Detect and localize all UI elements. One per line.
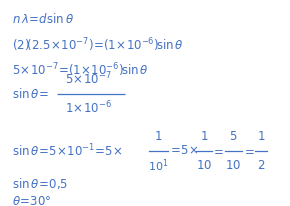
- Text: $1$: $1$: [200, 130, 208, 144]
- Text: $1$: $1$: [154, 130, 163, 144]
- Text: $10$: $10$: [225, 159, 242, 172]
- Text: $2$: $2$: [257, 159, 265, 172]
- Text: $\sin\theta\!=\!0{,}5$: $\sin\theta\!=\!0{,}5$: [12, 176, 68, 191]
- Text: $10^{1}$: $10^{1}$: [148, 157, 169, 173]
- Text: $\!=\!$: $\!=\!$: [213, 144, 224, 157]
- Text: $\sin\theta\!=\!$: $\sin\theta\!=\!$: [12, 87, 48, 101]
- Text: $10$: $10$: [196, 159, 212, 172]
- Text: $\!=\!$: $\!=\!$: [244, 144, 255, 157]
- Text: $1$: $1$: [257, 130, 265, 144]
- Text: $5\!\times\!10^{-7}\!=\!\left(1\!\times\!10^{-6}\right)\!\sin\theta$: $5\!\times\!10^{-7}\!=\!\left(1\!\times\…: [12, 61, 148, 79]
- Text: $\left(2\right)\!\left(2.5\!\times\!10^{-7}\right)\!=\!\left(1\!\times\!10^{-6}\: $\left(2\right)\!\left(2.5\!\times\!10^{…: [12, 36, 184, 54]
- Text: $1\!\times\!10^{-6}$: $1\!\times\!10^{-6}$: [65, 100, 112, 116]
- Text: $\sin\theta\!=\!5\!\times\!10^{-1}\!=\!5\!\times\!$: $\sin\theta\!=\!5\!\times\!10^{-1}\!=\!5…: [12, 143, 122, 159]
- Text: $5$: $5$: [229, 130, 238, 144]
- Text: $\!=\!5\!\times\!$: $\!=\!5\!\times\!$: [170, 144, 198, 157]
- Text: $n\,\lambda\!=\!d\sin\theta$: $n\,\lambda\!=\!d\sin\theta$: [12, 12, 74, 26]
- Text: $\theta\!=\!30°$: $\theta\!=\!30°$: [12, 195, 51, 206]
- Text: $5\!\times\!10^{-7}$: $5\!\times\!10^{-7}$: [65, 71, 112, 88]
